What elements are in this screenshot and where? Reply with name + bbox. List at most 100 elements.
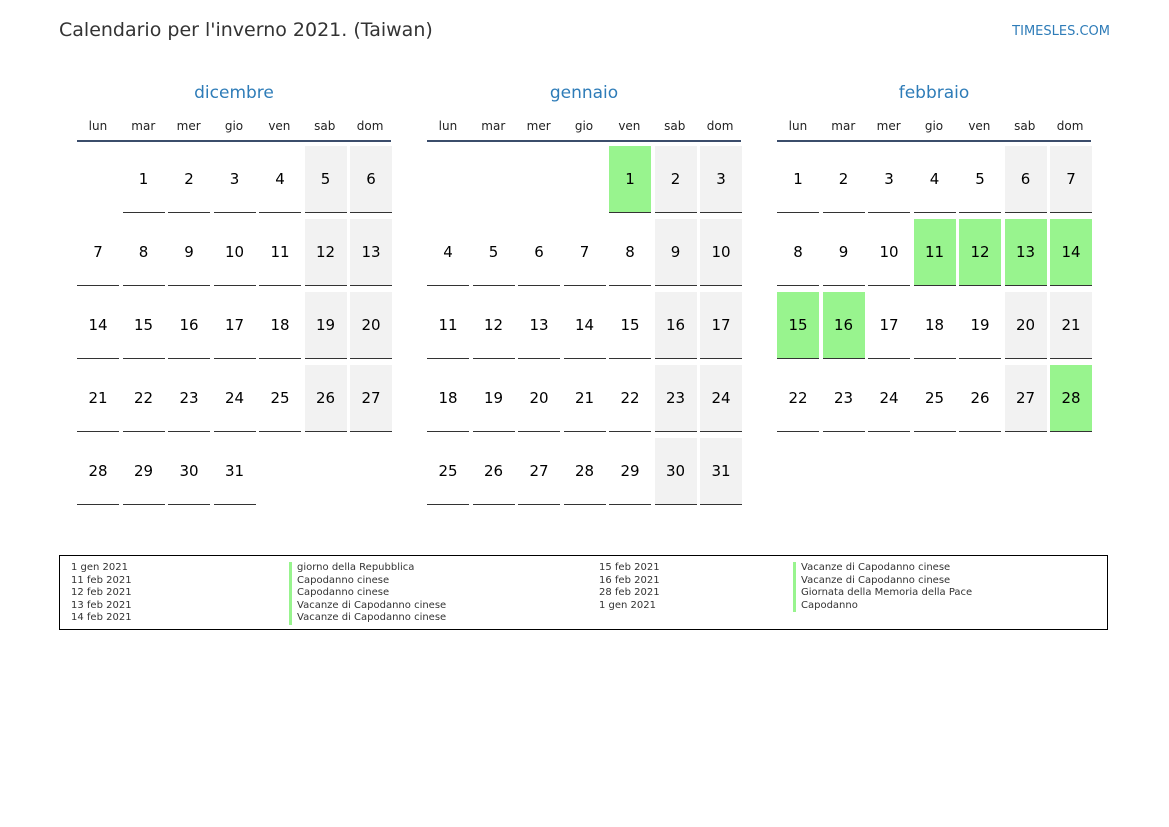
day-cell[interactable]: 13	[1004, 219, 1047, 286]
day-cell[interactable]: 1	[609, 146, 651, 213]
day-cell[interactable]: 19	[304, 292, 347, 359]
day-cell[interactable]: 21	[77, 365, 119, 432]
day-cell[interactable]: 8	[609, 219, 651, 286]
day-cell[interactable]: 3	[868, 146, 910, 213]
day-cell[interactable]: 24	[868, 365, 910, 432]
day-cell[interactable]: 17	[213, 292, 256, 359]
day-cell[interactable]: 15	[777, 292, 819, 359]
day-cell[interactable]: 29	[609, 438, 651, 505]
day-cell[interactable]: 3	[700, 146, 742, 213]
day-cell[interactable]: 27	[350, 365, 392, 432]
legend-date: 12 feb 2021	[71, 587, 132, 598]
day-cell[interactable]: 16	[822, 292, 865, 359]
day-cell[interactable]: 20	[1004, 292, 1047, 359]
day-cell[interactable]: 30	[168, 438, 210, 505]
day-cell[interactable]: 28	[563, 438, 606, 505]
day-cell[interactable]: 30	[654, 438, 697, 505]
day-cell[interactable]: 7	[77, 219, 119, 286]
month-name: febbraio	[898, 83, 970, 103]
day-cell[interactable]: 21	[1050, 292, 1092, 359]
day-cell[interactable]: 19	[472, 365, 515, 432]
day-cell[interactable]: 28	[1050, 365, 1092, 432]
day-cell[interactable]: 4	[427, 219, 469, 286]
day-cell[interactable]: 22	[122, 365, 165, 432]
day-cell[interactable]: 14	[563, 292, 606, 359]
day-cell[interactable]: 26	[959, 365, 1001, 432]
day-cell[interactable]: 8	[122, 219, 165, 286]
day-cell[interactable]: 13	[350, 219, 392, 286]
day-cell[interactable]: 18	[427, 365, 469, 432]
day-cell[interactable]: 22	[609, 365, 651, 432]
day-cell[interactable]: 2	[822, 146, 865, 213]
day-cell[interactable]: 23	[168, 365, 210, 432]
day-cell[interactable]: 20	[350, 292, 392, 359]
day-cell[interactable]: 15	[122, 292, 165, 359]
day-cell[interactable]: 14	[77, 292, 119, 359]
day-cell[interactable]: 9	[822, 219, 865, 286]
day-cell[interactable]: 27	[1004, 365, 1047, 432]
day-cell[interactable]: 15	[609, 292, 651, 359]
day-cell[interactable]: 11	[427, 292, 469, 359]
day-cell[interactable]: 21	[563, 365, 606, 432]
day-cell[interactable]: 8	[777, 219, 819, 286]
day-cell[interactable]: 11	[259, 219, 301, 286]
brand-link[interactable]: TIMESLES.COM	[1012, 24, 1110, 39]
weekday-header: lun mar mer gio ven sab dom	[777, 113, 1091, 142]
day-cell[interactable]: 27	[518, 438, 560, 505]
day-cell[interactable]: 18	[259, 292, 301, 359]
day-cell[interactable]: 16	[654, 292, 697, 359]
day-cell[interactable]: 7	[563, 219, 606, 286]
day-cell[interactable]: 13	[518, 292, 560, 359]
day-cell[interactable]: 11	[913, 219, 956, 286]
day-cell[interactable]: 31	[213, 438, 256, 505]
legend-date: 28 feb 2021	[599, 587, 660, 598]
day-cell[interactable]: 22	[777, 365, 819, 432]
day-cell[interactable]: 9	[168, 219, 210, 286]
day-cell[interactable]: 5	[472, 219, 515, 286]
day-cell[interactable]: 5	[959, 146, 1001, 213]
day-cell[interactable]: 4	[259, 146, 301, 213]
day-cell[interactable]: 2	[168, 146, 210, 213]
weekday-label: mer	[526, 119, 551, 133]
day-cell[interactable]: 24	[213, 365, 256, 432]
day-cell[interactable]: 17	[700, 292, 742, 359]
day-cell[interactable]: 7	[1050, 146, 1092, 213]
day-cell[interactable]: 28	[77, 438, 119, 505]
day-cell[interactable]: 23	[654, 365, 697, 432]
day-cell[interactable]: 6	[518, 219, 560, 286]
day-cell[interactable]: 29	[122, 438, 165, 505]
day-cell[interactable]: 5	[304, 146, 347, 213]
day-cell[interactable]: 1	[122, 146, 165, 213]
day-cell[interactable]: 6	[350, 146, 392, 213]
page-title: Calendario per l'inverno 2021. (Taiwan)	[59, 19, 433, 41]
day-cell[interactable]: 10	[700, 219, 742, 286]
day-cell[interactable]: 31	[700, 438, 742, 505]
day-cell[interactable]: 10	[868, 219, 910, 286]
day-cell[interactable]: 24	[700, 365, 742, 432]
day-cell[interactable]: 23	[822, 365, 865, 432]
day-cell[interactable]: 2	[654, 146, 697, 213]
day-cell[interactable]: 6	[1004, 146, 1047, 213]
day-cell[interactable]: 10	[213, 219, 256, 286]
day-cell[interactable]: 16	[168, 292, 210, 359]
weekday-label: gio	[924, 119, 944, 133]
day-cell[interactable]: 14	[1050, 219, 1092, 286]
day-cell[interactable]: 4	[913, 146, 956, 213]
day-cell[interactable]: 12	[472, 292, 515, 359]
day-cell[interactable]: 3	[213, 146, 256, 213]
day-cell[interactable]: 17	[868, 292, 910, 359]
day-cell[interactable]: 25	[913, 365, 956, 432]
day-cell[interactable]: 25	[427, 438, 469, 505]
day-cell[interactable]: 12	[959, 219, 1001, 286]
day-cell[interactable]: 12	[304, 219, 347, 286]
day-cell[interactable]: 9	[654, 219, 697, 286]
day-cell[interactable]: 26	[472, 438, 515, 505]
month-2: febbraio lun mar mer gio ven sab dom 1 2 3 4 5 6 7 8 9 10…	[777, 83, 1092, 432]
day-cell[interactable]: 20	[518, 365, 560, 432]
day-cell[interactable]: 19	[959, 292, 1001, 359]
day-cell[interactable]: 25	[259, 365, 301, 432]
weekday-header: lun mar mer gio ven sab dom	[77, 113, 391, 142]
day-cell[interactable]: 26	[304, 365, 347, 432]
day-cell[interactable]: 1	[777, 146, 819, 213]
day-cell[interactable]: 18	[913, 292, 956, 359]
